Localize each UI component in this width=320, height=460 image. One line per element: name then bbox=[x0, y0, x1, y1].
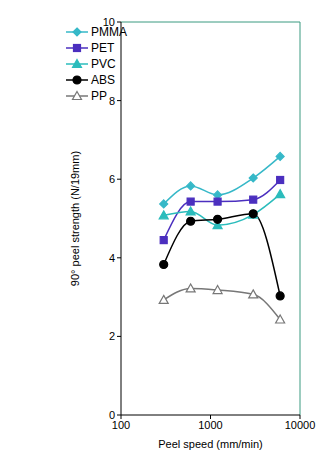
svg-text:100: 100 bbox=[111, 418, 131, 431]
html-text:PMMA: PMMA bbox=[91, 25, 127, 39]
svg-text:10: 10 bbox=[103, 16, 115, 28]
svg-text:90° peel strength (N/19mm): 90° peel strength (N/19mm) bbox=[69, 151, 81, 286]
svg-text:2: 2 bbox=[109, 330, 115, 342]
html-text:PP: PP bbox=[91, 89, 107, 103]
svg-text:0: 0 bbox=[109, 409, 115, 421]
svg-text:Peel speed (mm/min): Peel speed (mm/min) bbox=[158, 438, 263, 450]
html-text:ABS: ABS bbox=[91, 73, 115, 87]
svg-text:6: 6 bbox=[109, 173, 115, 185]
svg-text:10000: 10000 bbox=[285, 419, 312, 431]
html-text:PVC: PVC bbox=[91, 57, 116, 71]
html-text:PET: PET bbox=[91, 41, 115, 55]
svg-text:8: 8 bbox=[109, 95, 115, 107]
svg-text:1000: 1000 bbox=[198, 419, 222, 431]
svg-text:4: 4 bbox=[109, 252, 115, 264]
